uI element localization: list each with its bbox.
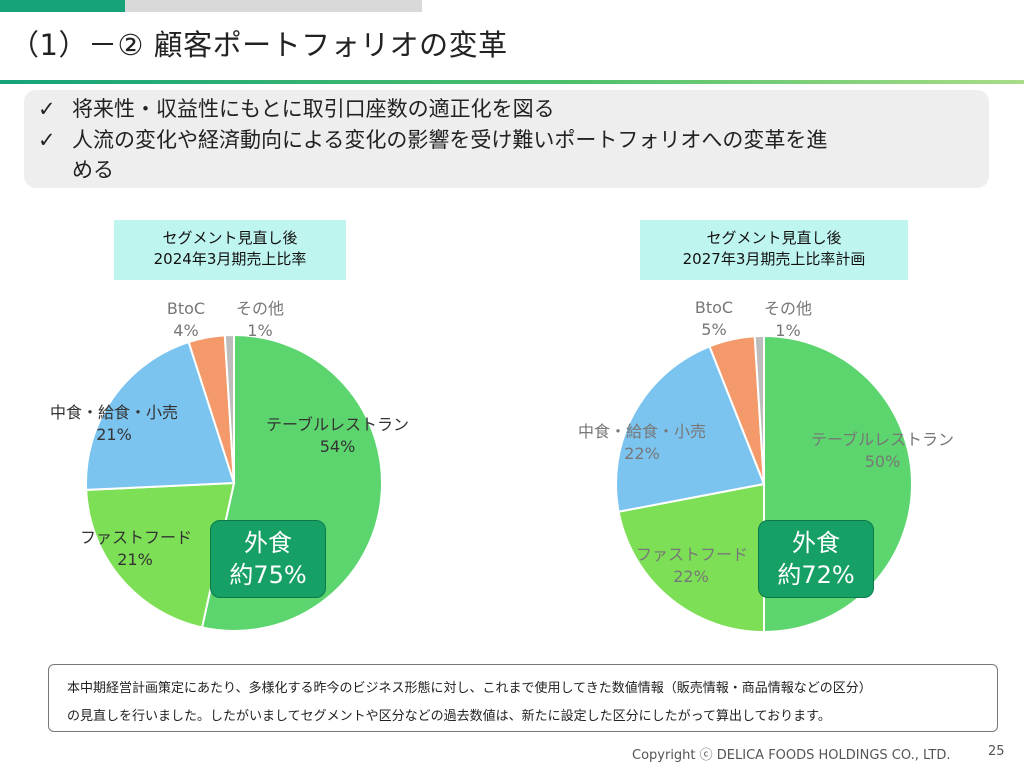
key-points-box: ✓ 将来性・収益性にもとに取引口座数の適正化を図る ✓ 人流の変化や経済動向によ… [24, 90, 989, 188]
left-label-btoc-pct: 4% [173, 321, 199, 340]
title-underline [0, 80, 1024, 84]
left-label-table-pct: 54% [319, 437, 356, 456]
left-label-btoc: BtoC 4% [156, 298, 216, 342]
bullet-item-2: ✓ 人流の変化や経済動向による変化の影響を受け難いポートフォリオへの変革を進 [38, 125, 827, 155]
right-slice-other [753, 334, 765, 485]
note-line-2: の見直しを行いました。したがいましてセグメントや区分などの過去数値は、新たに設定… [67, 709, 831, 724]
right-label-naka-name: 中食・給食・小売 [578, 422, 707, 441]
right-slice-nakashoku [615, 345, 766, 513]
left-slice-nakashoku [85, 340, 236, 491]
bullet-item-1: ✓ 将来性・収益性にもとに取引口座数の適正化を図る [38, 94, 555, 124]
right-label-fast-pct: 22% [673, 567, 709, 586]
note-line-1: 本中期経営計画策定にあたり、多様化する昨今のビジネス形態に対し、これまで使用して… [67, 681, 872, 696]
disclaimer-note-box: 本中期経営計画策定にあたり、多様化する昨今のビジネス形態に対し、これまで使用して… [48, 664, 998, 732]
right-label-fast-name: ファストフード [636, 545, 749, 564]
left-label-other: その他 1% [228, 298, 292, 342]
left-badge-line2: 約75% [229, 561, 307, 589]
check-icon: ✓ [38, 128, 56, 152]
left-label-fast-pct: 21% [117, 550, 153, 569]
page-title: （1）－② 顧客ポートフォリオの変革 [10, 28, 508, 62]
right-label-other: その他 1% [756, 298, 820, 342]
left-label-other-pct: 1% [247, 321, 273, 340]
right-caption-line1: セグメント見直し後 [706, 229, 842, 247]
right-label-table-name: テーブルレストラン [810, 430, 955, 449]
left-label-table-name: テーブルレストラン [265, 415, 410, 434]
right-label-btoc: BtoC 5% [684, 297, 744, 341]
right-chart-caption: セグメント見直し後 2027年3月期売上比率計画 [640, 220, 908, 280]
bullet-text-2-cont: める [72, 158, 114, 182]
left-eatout-badge: 外食 約75% [210, 520, 326, 598]
right-label-nakashoku: 中食・給食・小売 22% [578, 421, 706, 465]
left-badge-line1: 外食 [244, 529, 292, 557]
left-label-fast-name: ファストフード [80, 528, 193, 547]
right-eatout-badge: 外食 約72% [758, 520, 874, 598]
right-label-other-name: その他 [763, 299, 812, 318]
left-label-nakashoku: 中食・給食・小売 21% [50, 402, 178, 446]
right-badge-line2: 約72% [777, 561, 855, 589]
left-label-btoc-name: BtoC [166, 299, 206, 318]
right-label-btoc-pct: 5% [701, 320, 727, 339]
left-label-other-name: その他 [235, 299, 284, 318]
header-gray-bar [125, 0, 422, 12]
header-accent-bar [0, 0, 125, 12]
right-caption-line2: 2027年3月期売上比率計画 [682, 250, 866, 268]
page-number: 25 [988, 744, 1005, 759]
left-label-naka-pct: 21% [96, 425, 132, 444]
left-caption-line1: セグメント見直し後 [162, 229, 298, 247]
left-slice-other [223, 333, 235, 484]
left-slice-fast-food [85, 481, 236, 629]
check-icon: ✓ [38, 97, 56, 121]
bullet-text-2: 人流の変化や経済動向による変化の影響を受け難いポートフォリオへの変革を進 [72, 128, 828, 152]
right-label-btoc-name: BtoC [694, 298, 734, 317]
left-chart-caption: セグメント見直し後 2024年3月期売上比率 [114, 220, 346, 280]
left-label-fast-food: ファストフード 21% [80, 527, 193, 571]
copyright-text: Copyright ⓒ DELICA FOODS HOLDINGS CO., L… [632, 748, 951, 763]
right-slice-fast-food [617, 482, 765, 634]
left-label-naka-name: 中食・給食・小売 [50, 403, 179, 422]
right-label-naka-pct: 22% [624, 444, 660, 463]
left-caption-line2: 2024年3月期売上比率 [153, 250, 307, 268]
bullet-text-1: 将来性・収益性にもとに取引口座数の適正化を図る [72, 97, 555, 121]
right-label-table-pct: 50% [864, 452, 901, 471]
right-label-table-restaurant: テーブルレストラン 50% [810, 429, 955, 473]
right-badge-line1: 外食 [792, 529, 840, 557]
right-label-fast-food: ファストフード 22% [636, 544, 749, 588]
right-label-other-pct: 1% [775, 321, 801, 340]
left-label-table-restaurant: テーブルレストラン 54% [265, 414, 410, 458]
